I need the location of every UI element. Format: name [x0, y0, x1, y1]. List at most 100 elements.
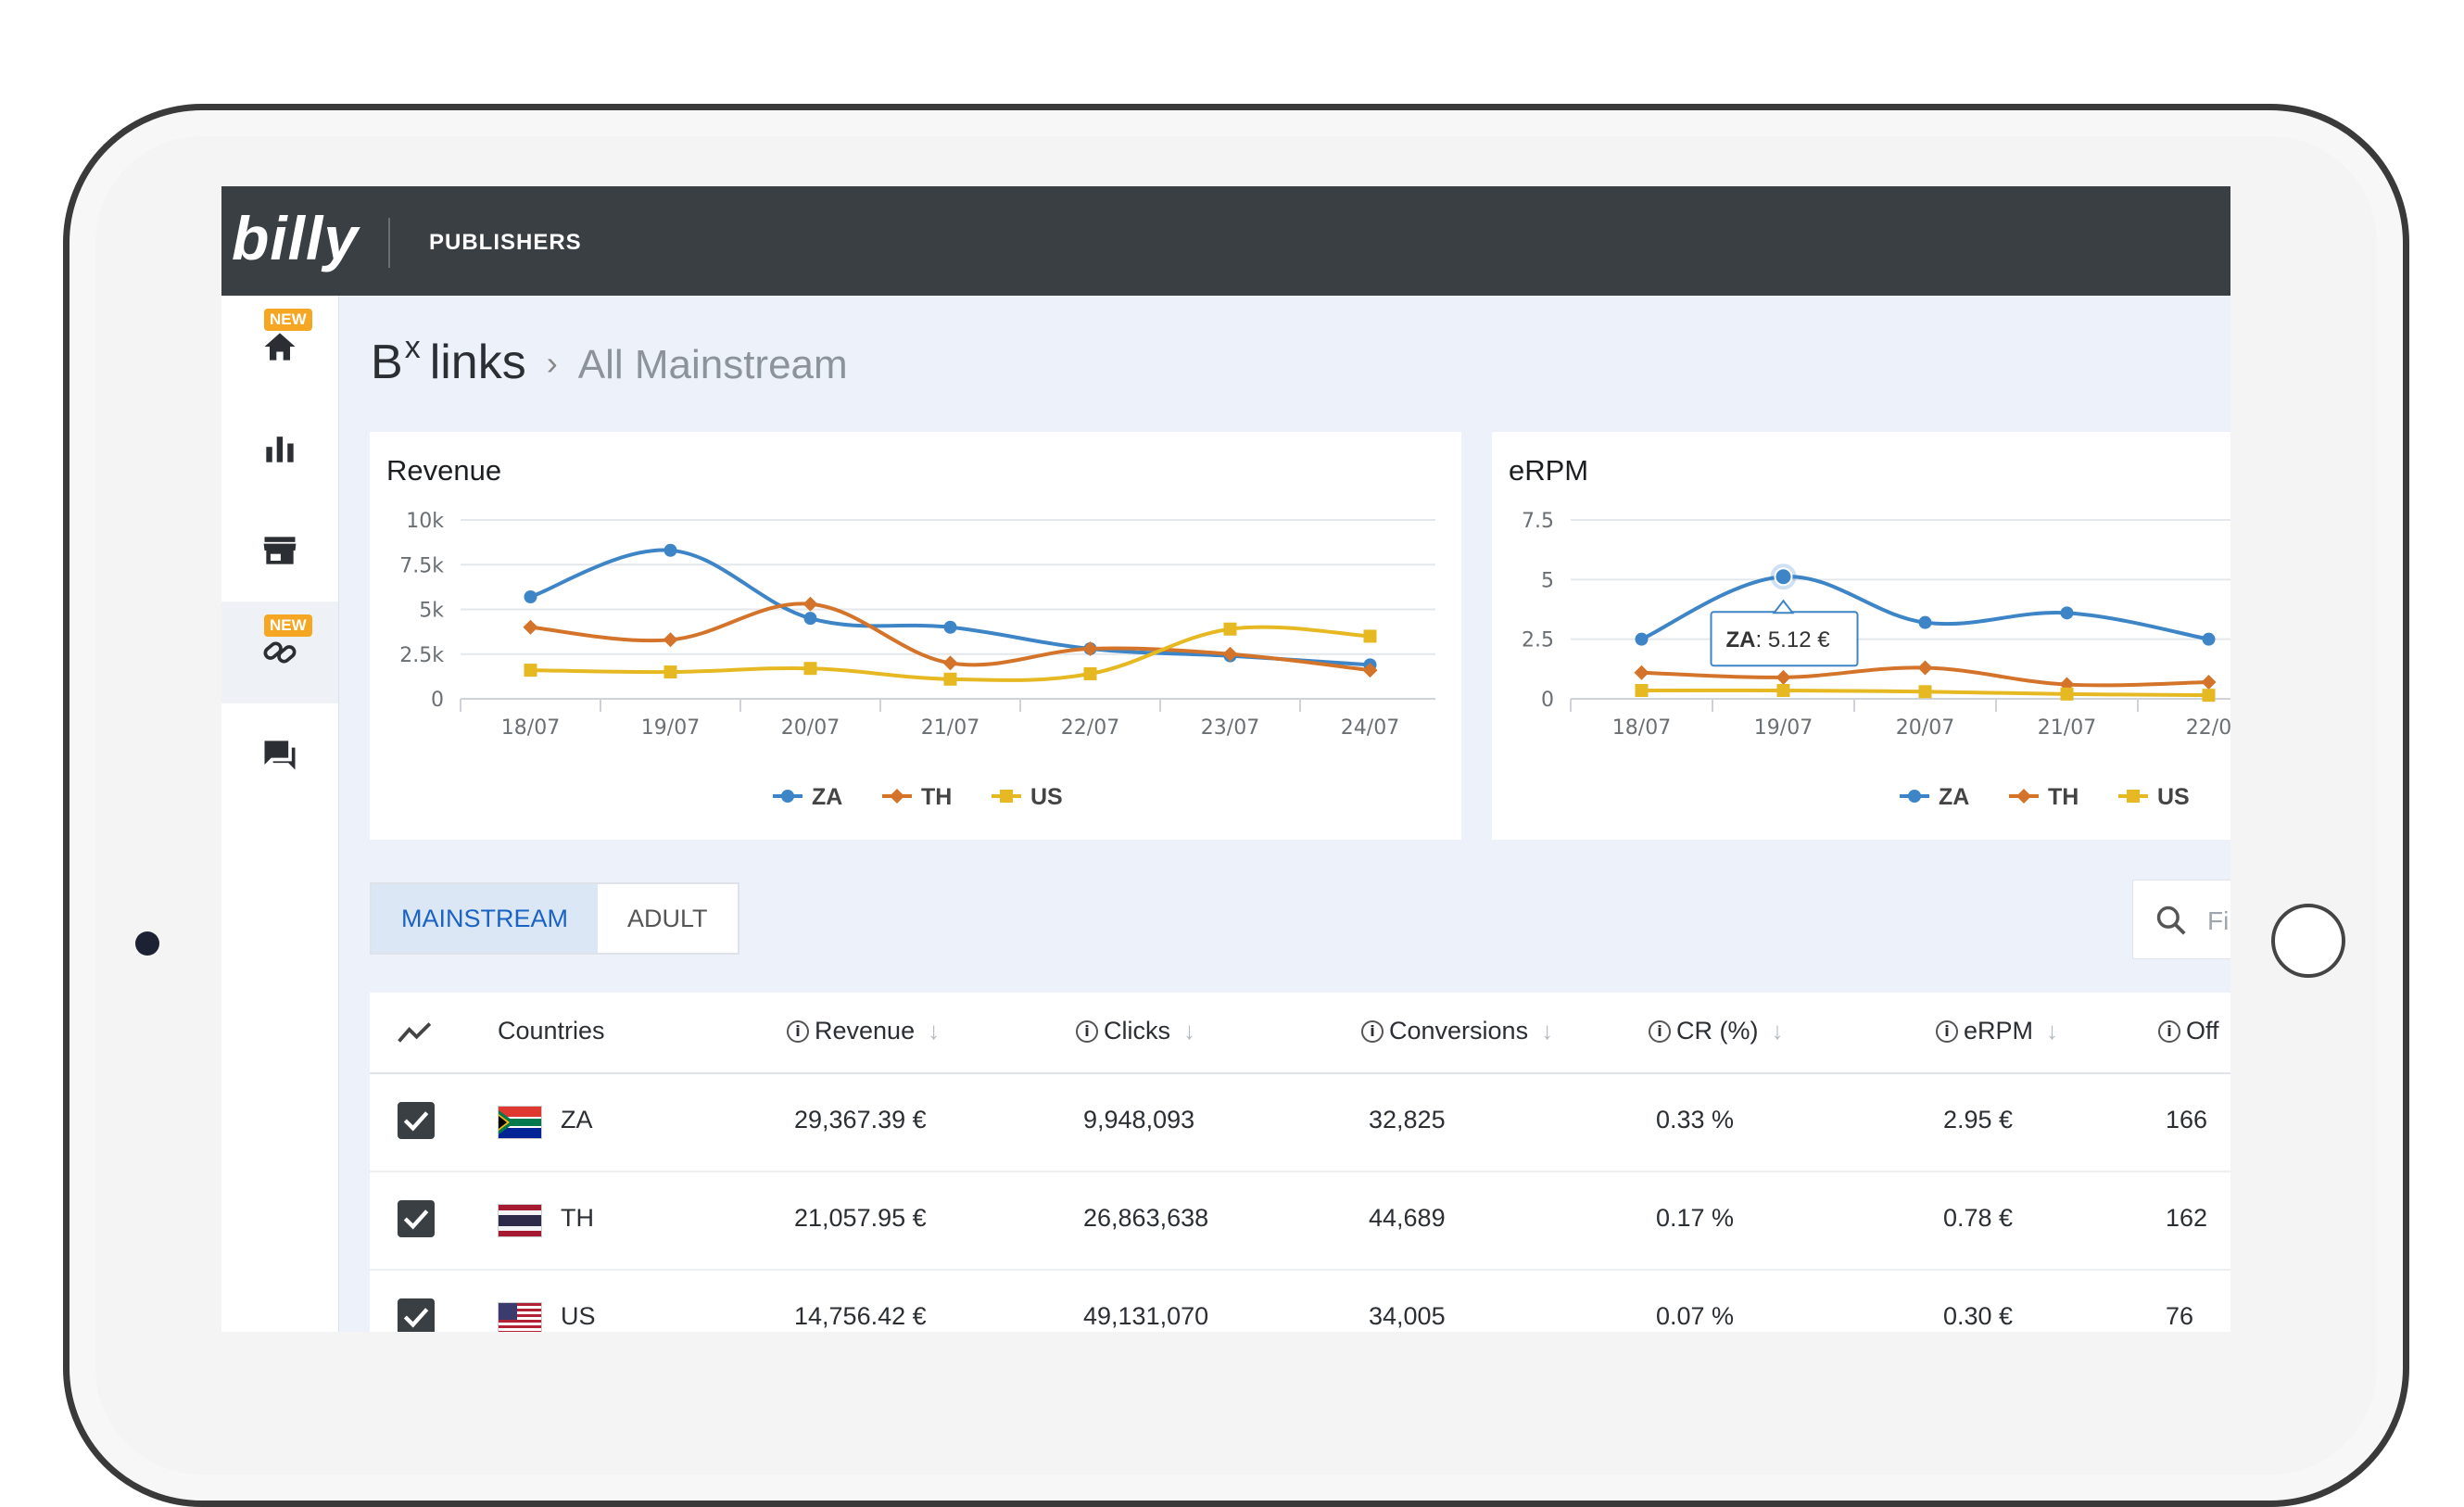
x-tick-label: 20/07	[781, 716, 840, 740]
tab-mainstream[interactable]: MAINSTREAM	[372, 884, 599, 953]
info-icon: i	[787, 1019, 809, 1043]
col-cr[interactable]: i CR (%) ↓	[1649, 1017, 1784, 1045]
hover-point	[1774, 567, 1793, 587]
search-icon	[2156, 905, 2186, 935]
x-tick-label: 18/07	[501, 716, 560, 740]
sort-arrow-icon: ↓	[1183, 1017, 1195, 1045]
info-icon: i	[1076, 1019, 1098, 1043]
data-point	[1917, 660, 1933, 676]
cell-clicks: 49,131,070	[1083, 1302, 1209, 1330]
legend-label: ZA	[812, 784, 842, 810]
table-row[interactable]: US 14,756.42 € 49,131,070 34,005 0.07 % …	[370, 1271, 2230, 1332]
col-erpm[interactable]: i eRPM ↓	[1936, 1017, 2058, 1045]
data-point	[1775, 669, 1791, 685]
cell-cr: 0.07 %	[1656, 1302, 1735, 1330]
flag-us-icon	[498, 1302, 542, 1332]
x-tick-label: 19/07	[1754, 716, 1813, 740]
filter-input[interactable]: Fi	[2132, 880, 2230, 959]
data-point	[1082, 640, 1098, 656]
store-icon	[263, 537, 297, 564]
nav-publishers[interactable]: PUBLISHERS	[429, 230, 582, 255]
sort-arrow-icon: ↓	[1771, 1017, 1784, 1045]
breadcrumb-separator: ›	[546, 344, 558, 382]
cell-clicks: 26,863,638	[1083, 1204, 1209, 1232]
data-point	[1362, 663, 1378, 678]
tooltip-text: ZA: 5.12 €	[1726, 627, 1831, 652]
data-point	[1223, 622, 1237, 636]
data-point	[523, 619, 538, 635]
legend-label: ZA	[1939, 784, 1969, 810]
data-point	[1635, 683, 1649, 697]
sidebar-item-links[interactable]: NEW	[221, 602, 338, 703]
cell-erpm: 0.78 €	[1943, 1204, 2014, 1232]
data-point	[2060, 606, 2074, 620]
tooltip: ZA: 5.12 €	[1710, 599, 1859, 667]
sidebar: NEW NEW	[221, 296, 339, 1332]
category-tabs: MAINSTREAM ADULT	[370, 882, 739, 955]
row-checkbox[interactable]	[398, 1200, 435, 1237]
col-conversions[interactable]: i Conversions ↓	[1361, 1017, 1553, 1045]
data-point	[943, 620, 957, 634]
bar-chart-icon	[266, 437, 294, 462]
filter-placeholder: Fi	[2207, 906, 2230, 935]
cell-cr: 0.33 %	[1656, 1106, 1735, 1133]
home-icon	[264, 333, 296, 361]
new-badge: NEW	[264, 614, 312, 637]
y-tick-label: 7.5	[1522, 510, 1554, 533]
cell-erpm: 2.95 €	[1943, 1106, 2014, 1133]
sidebar-item-store[interactable]	[221, 500, 338, 602]
revenue-chart-card: Revenue 10k 7.5k 5k 2.5k 0 18/07 19/07 20/07 21/…	[370, 432, 1461, 840]
cell-offers: 76	[2166, 1302, 2194, 1330]
data-point	[2202, 632, 2216, 646]
data-point	[663, 665, 677, 679]
tab-adult[interactable]: ADULT	[627, 905, 708, 932]
erpm-chart: 7.5 5 2.5 0 18/07 19/07 20/07 21/07 22/0 ZA TH US ZA…	[1522, 510, 2230, 810]
flag-th-icon	[498, 1204, 542, 1237]
breadcrumb-root-suffix[interactable]: links	[429, 336, 526, 389]
row-checkbox[interactable]	[398, 1298, 435, 1332]
breadcrumb-current: All Mainstream	[577, 342, 848, 387]
table-row[interactable]: ZA 29,367.39 € 9,948,093 32,825 0.33 % 2…	[370, 1074, 2230, 1172]
data-point	[2127, 790, 2140, 803]
breadcrumb-root[interactable]: B	[371, 336, 403, 389]
data-point	[2016, 789, 2031, 804]
cell-country: US	[561, 1302, 596, 1330]
col-countries[interactable]: Countries	[498, 1017, 605, 1045]
new-badge: NEW	[264, 309, 312, 331]
data-point	[663, 632, 678, 648]
top-bar: billy PUBLISHERS	[221, 186, 2230, 296]
sidebar-item-stats[interactable]	[221, 398, 338, 500]
flag-za-icon	[498, 1106, 542, 1139]
x-tick-label: 20/07	[1896, 716, 1954, 740]
col-offers[interactable]: i Off	[2158, 1017, 2219, 1045]
sidebar-item-home[interactable]: NEW	[221, 296, 338, 398]
x-tick-label: 24/07	[1341, 716, 1399, 740]
app-logo[interactable]: billy	[232, 204, 360, 272]
series-line-za	[529, 548, 1371, 667]
data-point	[803, 662, 817, 676]
x-tick-label: 22/07	[1061, 716, 1119, 740]
y-tick-label: 7.5k	[399, 554, 444, 577]
y-tick-label: 0	[431, 689, 444, 712]
trend-icon[interactable]	[398, 1020, 433, 1045]
sort-arrow-icon: ↓	[928, 1017, 941, 1045]
cell-clicks: 9,948,093	[1083, 1106, 1195, 1133]
y-tick-label: 2.5	[1522, 629, 1554, 652]
sidebar-item-messages[interactable]	[221, 703, 338, 805]
revenue-chart: 10k 7.5k 5k 2.5k 0 18/07 19/07 20/07 21/07 22/07 2…	[399, 510, 1435, 810]
y-tick-label: 5k	[419, 600, 444, 623]
data-point	[1363, 629, 1377, 643]
data-point	[1918, 615, 1932, 629]
data-point	[1222, 646, 1238, 662]
col-clicks[interactable]: i Clicks ↓	[1076, 1017, 1195, 1045]
data-point	[802, 596, 818, 612]
row-checkbox[interactable]	[398, 1102, 435, 1139]
col-revenue[interactable]: i Revenue ↓	[787, 1017, 940, 1045]
revenue-chart-title: Revenue	[386, 454, 502, 487]
tablet-home-button[interactable]	[2271, 904, 2345, 978]
data-point	[2202, 689, 2216, 703]
table-row[interactable]: TH 21,057.95 € 26,863,638 44,689 0.17 % …	[370, 1172, 2230, 1271]
data-point	[781, 790, 794, 803]
sort-arrow-icon: ↓	[1541, 1017, 1554, 1045]
